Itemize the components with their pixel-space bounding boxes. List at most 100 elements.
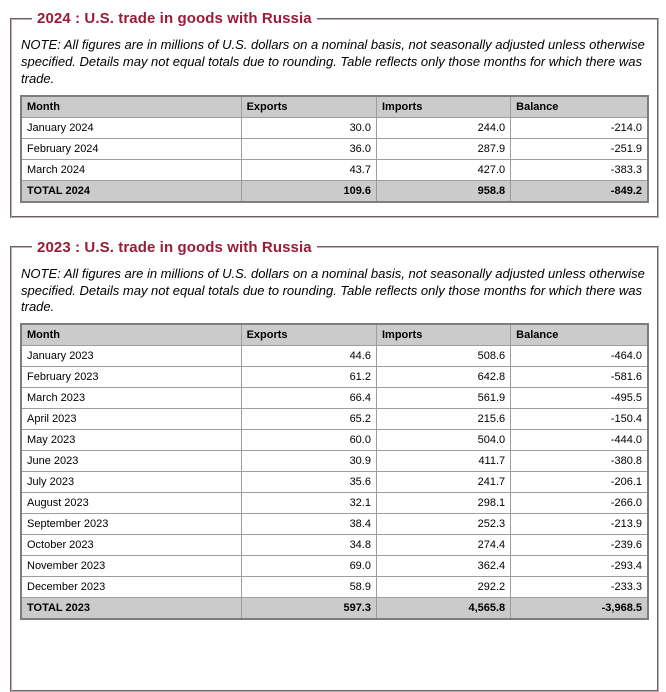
balance-value: -380.8 xyxy=(510,450,649,473)
total-row: TOTAL 2024 109.6 958.8 -849.2 xyxy=(20,179,649,203)
imports-value: 504.0 xyxy=(375,429,512,452)
column-header-balance: Balance xyxy=(510,323,649,347)
exports-value: 43.7 xyxy=(240,158,377,181)
balance-value: -495.5 xyxy=(510,387,649,410)
table-row: February 2024 36.0 287.9 -251.9 xyxy=(20,137,649,160)
total-exports-value: 597.3 xyxy=(240,597,377,620)
month-cell: November 2023 xyxy=(20,555,242,578)
month-cell: March 2024 xyxy=(20,158,242,181)
table-row: May 2023 60.0 504.0 -444.0 xyxy=(20,429,649,452)
balance-value: -251.9 xyxy=(510,137,649,160)
total-row: TOTAL 2023 597.3 4,565.8 -3,968.5 xyxy=(20,597,649,620)
table-row: December 2023 58.9 292.2 -233.3 xyxy=(20,576,649,599)
column-header-exports: Exports xyxy=(240,95,377,118)
balance-value: -266.0 xyxy=(510,492,649,515)
total-balance-value: -849.2 xyxy=(510,179,649,203)
note-text-2024: NOTE: All figures are in millions of U.S… xyxy=(21,37,645,86)
imports-value: 642.8 xyxy=(375,366,512,389)
imports-value: 241.7 xyxy=(375,471,512,494)
balance-value: -581.6 xyxy=(510,366,649,389)
month-cell: July 2023 xyxy=(20,471,242,494)
table-row: January 2024 30.0 244.0 -214.0 xyxy=(20,116,649,139)
imports-value: 244.0 xyxy=(375,116,512,139)
imports-value: 274.4 xyxy=(375,534,512,557)
column-header-exports: Exports xyxy=(240,323,377,347)
month-cell: January 2023 xyxy=(20,345,242,368)
balance-value: -233.3 xyxy=(510,576,649,599)
month-cell: September 2023 xyxy=(20,513,242,536)
table-header-row: Month Exports Imports Balance xyxy=(20,95,649,118)
balance-value: -464.0 xyxy=(510,345,649,368)
total-month-cell: TOTAL 2023 xyxy=(20,597,242,620)
imports-value: 215.6 xyxy=(375,408,512,431)
month-cell: June 2023 xyxy=(20,450,242,473)
table-row: October 2023 34.8 274.4 -239.6 xyxy=(20,534,649,557)
column-header-balance: Balance xyxy=(510,95,649,118)
month-cell: May 2023 xyxy=(20,429,242,452)
table-row: March 2023 66.4 561.9 -495.5 xyxy=(20,387,649,410)
month-cell: March 2023 xyxy=(20,387,242,410)
imports-value: 561.9 xyxy=(375,387,512,410)
total-exports-value: 109.6 xyxy=(240,179,377,203)
month-cell: January 2024 xyxy=(20,116,242,139)
imports-value: 411.7 xyxy=(375,450,512,473)
table-row: January 2023 44.6 508.6 -464.0 xyxy=(20,345,649,368)
exports-value: 69.0 xyxy=(240,555,377,578)
column-header-imports: Imports xyxy=(375,95,512,118)
imports-value: 298.1 xyxy=(375,492,512,515)
balance-value: -206.1 xyxy=(510,471,649,494)
imports-value: 427.0 xyxy=(375,158,512,181)
section-trade-2023: 2023 : U.S. trade in goods with Russia N… xyxy=(10,238,659,692)
exports-value: 66.4 xyxy=(240,387,377,410)
exports-value: 30.0 xyxy=(240,116,377,139)
table-row: April 2023 65.2 215.6 -150.4 xyxy=(20,408,649,431)
imports-value: 287.9 xyxy=(375,137,512,160)
exports-value: 61.2 xyxy=(240,366,377,389)
column-header-month: Month xyxy=(20,323,242,347)
exports-value: 36.0 xyxy=(240,137,377,160)
column-header-imports: Imports xyxy=(375,323,512,347)
trade-table-2023: Month Exports Imports Balance January 2023 44… xyxy=(20,323,649,621)
exports-value: 44.6 xyxy=(240,345,377,368)
exports-value: 65.2 xyxy=(240,408,377,431)
exports-value: 34.8 xyxy=(240,534,377,557)
balance-value: -293.4 xyxy=(510,555,649,578)
total-month-cell: TOTAL 2024 xyxy=(20,179,242,203)
exports-value: 38.4 xyxy=(240,513,377,536)
table-row: August 2023 32.1 298.1 -266.0 xyxy=(20,492,649,515)
month-cell: December 2023 xyxy=(20,576,242,599)
exports-value: 58.9 xyxy=(240,576,377,599)
exports-value: 60.0 xyxy=(240,429,377,452)
total-imports-value: 4,565.8 xyxy=(375,597,512,620)
note-text-2023: NOTE: All figures are in millions of U.S… xyxy=(21,265,645,315)
balance-value: -150.4 xyxy=(510,408,649,431)
balance-value: -383.3 xyxy=(510,158,649,181)
imports-value: 508.6 xyxy=(375,345,512,368)
column-header-month: Month xyxy=(20,95,242,118)
exports-value: 32.1 xyxy=(240,492,377,515)
balance-value: -214.0 xyxy=(510,116,649,139)
balance-value: -213.9 xyxy=(510,513,649,536)
balance-value: -239.6 xyxy=(510,534,649,557)
imports-value: 292.2 xyxy=(375,576,512,599)
exports-value: 30.9 xyxy=(240,450,377,473)
table-row: February 2023 61.2 642.8 -581.6 xyxy=(20,366,649,389)
table-header-row: Month Exports Imports Balance xyxy=(20,323,649,347)
imports-value: 362.4 xyxy=(375,555,512,578)
total-balance-value: -3,968.5 xyxy=(510,597,649,620)
section-title-2023: 2023 : U.S. trade in goods with Russia xyxy=(37,238,312,256)
total-imports-value: 958.8 xyxy=(375,179,512,203)
imports-value: 252.3 xyxy=(375,513,512,536)
section-title-2024: 2024 : U.S. trade in goods with Russia xyxy=(37,10,312,27)
exports-value: 35.6 xyxy=(240,471,377,494)
trade-table-2024: Month Exports Imports Balance January 2024 30… xyxy=(20,94,649,203)
month-cell: October 2023 xyxy=(20,534,242,557)
table-row: June 2023 30.9 411.7 -380.8 xyxy=(20,450,649,473)
table-row: November 2023 69.0 362.4 -293.4 xyxy=(20,555,649,578)
month-cell: August 2023 xyxy=(20,492,242,515)
table-row: March 2024 43.7 427.0 -383.3 xyxy=(20,158,649,181)
month-cell: April 2023 xyxy=(20,408,242,431)
month-cell: February 2024 xyxy=(20,137,242,160)
month-cell: February 2023 xyxy=(20,366,242,389)
